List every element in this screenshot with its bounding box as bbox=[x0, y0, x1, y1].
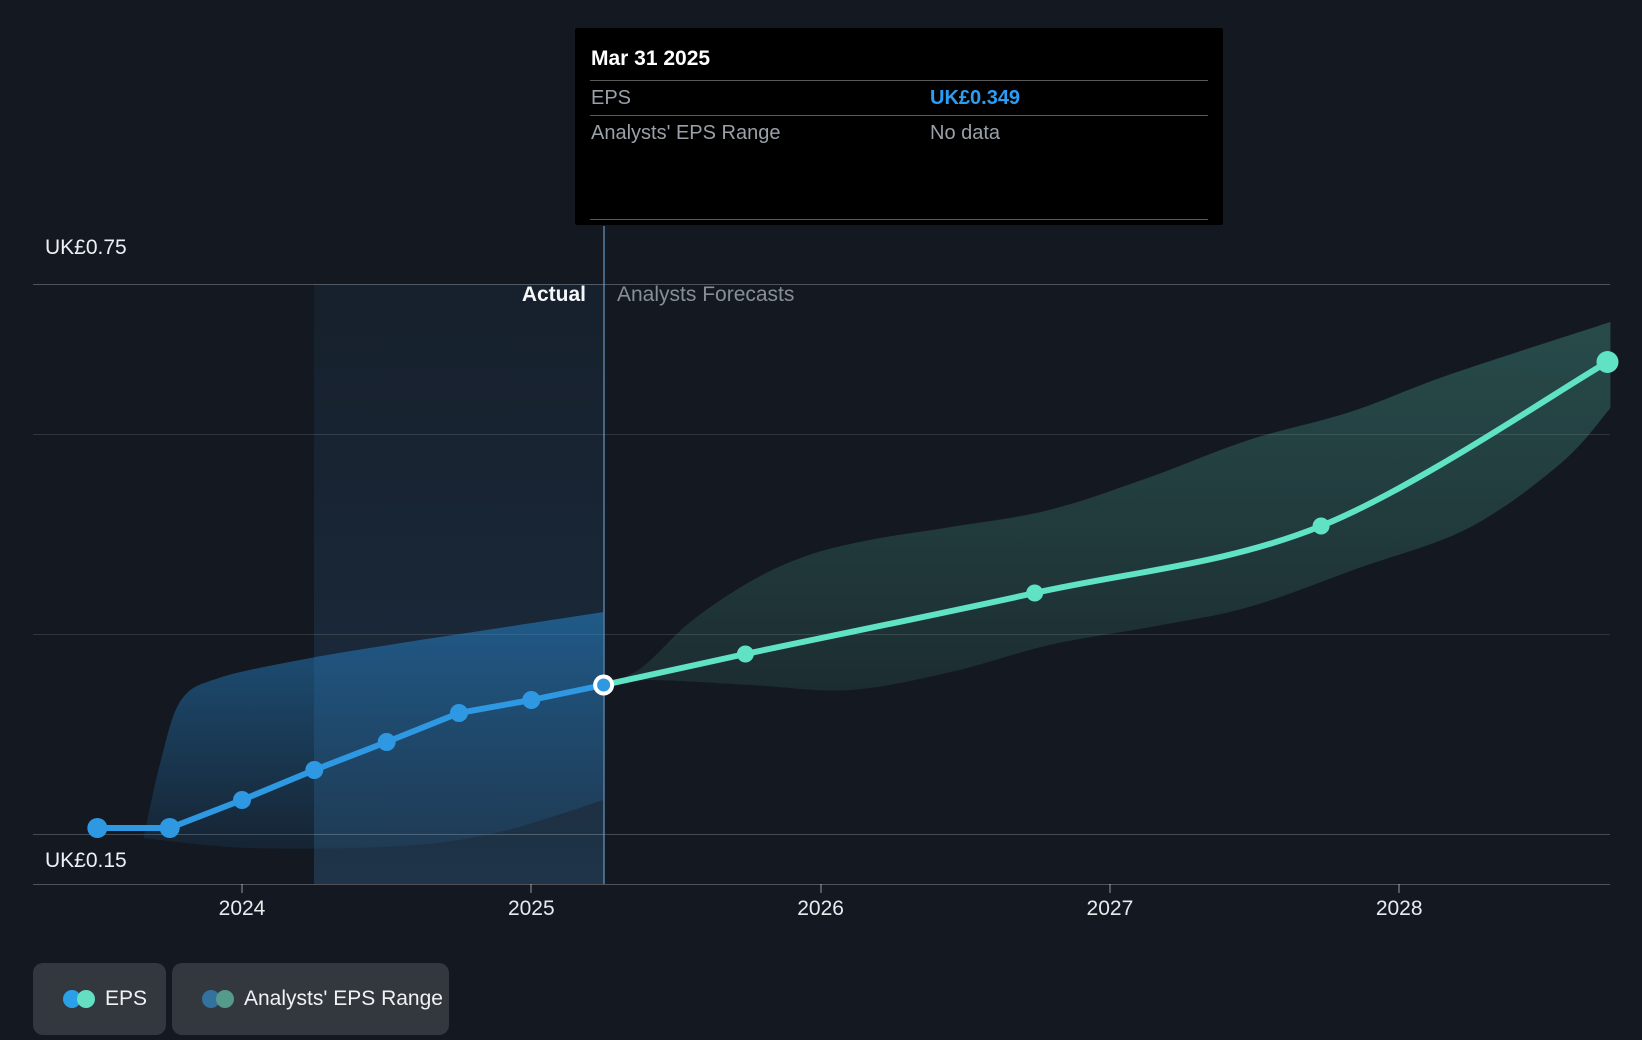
forecast-point[interactable] bbox=[1596, 351, 1619, 373]
actual-forecast-divider bbox=[602, 226, 605, 884]
x-axis-label: 2027 bbox=[1086, 897, 1134, 920]
legend-eps-label: EPS bbox=[105, 987, 148, 1010]
x-axis-tick bbox=[530, 884, 533, 893]
eps-point[interactable] bbox=[305, 761, 324, 779]
eps-point[interactable] bbox=[159, 818, 180, 838]
eps-point[interactable] bbox=[233, 791, 251, 809]
legend-range-button[interactable]: Analysts' EPS Range bbox=[172, 963, 449, 1035]
tooltip-divider bbox=[590, 115, 1208, 116]
tooltip-date: Mar 31 2025 bbox=[591, 47, 711, 70]
actual-range-band bbox=[143, 612, 604, 849]
eps-point[interactable] bbox=[449, 704, 468, 722]
eps-point[interactable] bbox=[87, 818, 108, 838]
tooltip-divider bbox=[590, 80, 1208, 81]
x-axis-label: 2024 bbox=[218, 897, 266, 920]
selected-point[interactable] bbox=[597, 678, 611, 692]
forecast-point[interactable] bbox=[1026, 584, 1044, 602]
gridline-0-60 bbox=[33, 434, 1610, 435]
x-axis-label: 2028 bbox=[1375, 897, 1423, 920]
gridline-0-75 bbox=[33, 284, 1610, 285]
forecast-point[interactable] bbox=[1312, 517, 1330, 535]
tooltip-range-value: No data bbox=[930, 122, 1001, 144]
gridline-0-20 bbox=[33, 834, 1610, 835]
legend-range-label: Analysts' EPS Range bbox=[244, 987, 443, 1010]
tooltip-range-label: Analysts' EPS Range bbox=[591, 122, 781, 144]
x-axis-baseline bbox=[33, 884, 1610, 885]
x-axis-label: 2025 bbox=[507, 897, 555, 920]
x-axis-tick bbox=[1108, 884, 1111, 893]
actual-eps-line bbox=[94, 682, 607, 831]
tooltip-eps-value: UK£0.349 bbox=[930, 87, 1021, 109]
x-axis-tick bbox=[1398, 884, 1401, 893]
y-axis-bottom-label: UK£0.15 bbox=[45, 849, 127, 872]
tooltip-eps-label: EPS bbox=[591, 87, 632, 109]
eps-point[interactable] bbox=[377, 733, 396, 751]
forecast-eps-line bbox=[600, 359, 1611, 688]
x-axis-tick bbox=[819, 884, 822, 893]
tooltip: Mar 31 2025 EPS UK£0.349 Analysts' EPS R… bbox=[575, 28, 1223, 225]
x-axis-tick bbox=[241, 884, 243, 893]
actual-section-label: Actual bbox=[521, 283, 586, 306]
tooltip-divider bbox=[590, 219, 1208, 220]
forecast-point[interactable] bbox=[736, 645, 754, 663]
y-axis-top-label: UK£0.75 bbox=[45, 236, 127, 259]
range-series-icon bbox=[202, 989, 236, 1009]
forecast-range-band bbox=[603, 322, 1611, 691]
eps-series-icon bbox=[63, 989, 97, 1009]
legend-eps-button[interactable]: EPS bbox=[33, 963, 166, 1035]
eps-point[interactable] bbox=[522, 691, 541, 709]
x-axis-label: 2026 bbox=[797, 897, 844, 920]
forecast-section-label: Analysts Forecasts bbox=[617, 283, 795, 306]
